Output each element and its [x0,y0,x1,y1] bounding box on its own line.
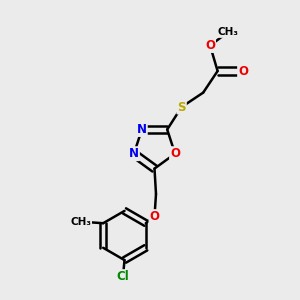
Text: N: N [129,147,139,160]
Text: CH₃: CH₃ [218,27,239,37]
Text: CH₃: CH₃ [70,217,91,227]
Text: S: S [177,100,186,113]
Text: O: O [149,210,160,223]
Text: N: N [137,123,147,136]
Text: O: O [170,147,180,160]
Text: O: O [205,39,215,52]
Text: Cl: Cl [117,270,129,283]
Text: O: O [238,64,248,77]
